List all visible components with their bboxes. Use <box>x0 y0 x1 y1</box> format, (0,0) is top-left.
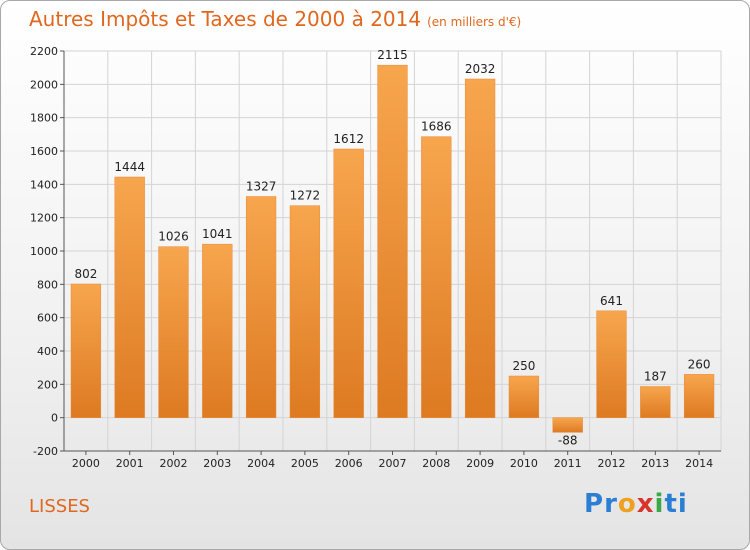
x-tick-label: 2003 <box>203 457 231 470</box>
city-label: LISSES <box>29 496 90 517</box>
y-tick-label: -200 <box>33 445 58 458</box>
logo-letter: i <box>654 489 665 519</box>
label-layer: 802 1444 1026 1041 1327 1272 1612 2115 1686 2032 2… <box>74 48 710 447</box>
y-tick-label: 200 <box>37 378 58 391</box>
data-label-2000: 802 <box>74 267 97 281</box>
data-label-2013: 187 <box>644 370 667 384</box>
data-label-2012: 641 <box>600 294 623 308</box>
bar-2000 <box>70 283 102 418</box>
bar-2008 <box>421 136 452 418</box>
x-tick-label: 2009 <box>466 457 494 470</box>
logo-letter: P <box>584 489 605 519</box>
bar-2007 <box>377 64 408 418</box>
data-label-2001: 1444 <box>114 160 145 174</box>
bar-layer <box>70 64 715 433</box>
data-label-2008: 1686 <box>421 120 452 134</box>
bar-2013 <box>640 386 671 418</box>
bar-2001 <box>114 176 145 418</box>
logo-letter: i <box>677 489 688 519</box>
y-tick-label: 0 <box>51 412 58 425</box>
y-tick-label: 2200 <box>30 45 58 58</box>
bar-2011 <box>552 417 583 433</box>
bar-2002 <box>158 246 189 418</box>
y-tick-label: 800 <box>37 278 58 291</box>
x-tick-label: 2013 <box>641 457 669 470</box>
x-tick-label: 2005 <box>291 457 319 470</box>
logo-letter: x <box>636 489 655 519</box>
bar-2003 <box>202 243 233 418</box>
x-tick-label: 2011 <box>554 457 582 470</box>
x-tick-label: 2004 <box>247 457 275 470</box>
x-tick-label: 2012 <box>598 457 626 470</box>
axis-layer: -200 0 200 400 600 800 1000 1200 1400 1600 1800 200… <box>30 45 721 470</box>
data-label-2002: 1026 <box>158 230 189 244</box>
data-label-2010: 250 <box>512 359 535 373</box>
y-tick-label: 600 <box>37 312 58 325</box>
logo-letter: t <box>664 489 678 519</box>
unit-note: (en milliers d'€) <box>427 15 522 29</box>
data-label-2006: 1612 <box>333 132 364 146</box>
data-label-2005: 1272 <box>290 189 321 203</box>
data-label-2009: 2032 <box>465 62 496 76</box>
x-tick-label: 2002 <box>160 457 188 470</box>
bar-2005 <box>289 205 321 418</box>
x-tick-label: 2006 <box>335 457 363 470</box>
bar-2012 <box>596 310 627 418</box>
data-label-2004: 1327 <box>246 180 277 194</box>
data-label-2014: 260 <box>688 357 711 371</box>
x-tick-label: 2008 <box>422 457 450 470</box>
y-tick-label: 1400 <box>30 178 58 191</box>
y-tick-label: 1800 <box>30 112 58 125</box>
x-tick-label: 2000 <box>72 457 100 470</box>
y-tick-label: 1000 <box>30 245 58 258</box>
data-label-2007: 2115 <box>377 48 408 62</box>
bar-2014 <box>683 374 715 418</box>
x-tick-label: 2010 <box>510 457 538 470</box>
bar-2009 <box>464 78 496 418</box>
bar-2006 <box>333 148 364 418</box>
x-tick-label: 2014 <box>685 457 713 470</box>
y-tick-label: 1600 <box>30 145 58 158</box>
data-label-2011: -88 <box>558 433 578 447</box>
y-tick-label: 1200 <box>30 212 58 225</box>
y-tick-label: 400 <box>37 345 58 358</box>
bar-2010 <box>508 375 540 418</box>
x-tick-label: 2007 <box>379 457 407 470</box>
data-label-2003: 1041 <box>202 227 233 241</box>
chart-title: Autres Impôts et Taxes de 2000 à 2014 <box>29 7 422 31</box>
logo-letter: o <box>617 489 637 519</box>
chart-title-block: Autres Impôts et Taxes de 2000 à 2014 (en… <box>29 7 521 31</box>
y-tick-label: 2000 <box>30 78 58 91</box>
bar-2004 <box>245 196 277 418</box>
logo-letter: r <box>604 489 618 519</box>
x-tick-label: 2001 <box>116 457 144 470</box>
proxiti-logo: Proxiti <box>584 489 688 519</box>
